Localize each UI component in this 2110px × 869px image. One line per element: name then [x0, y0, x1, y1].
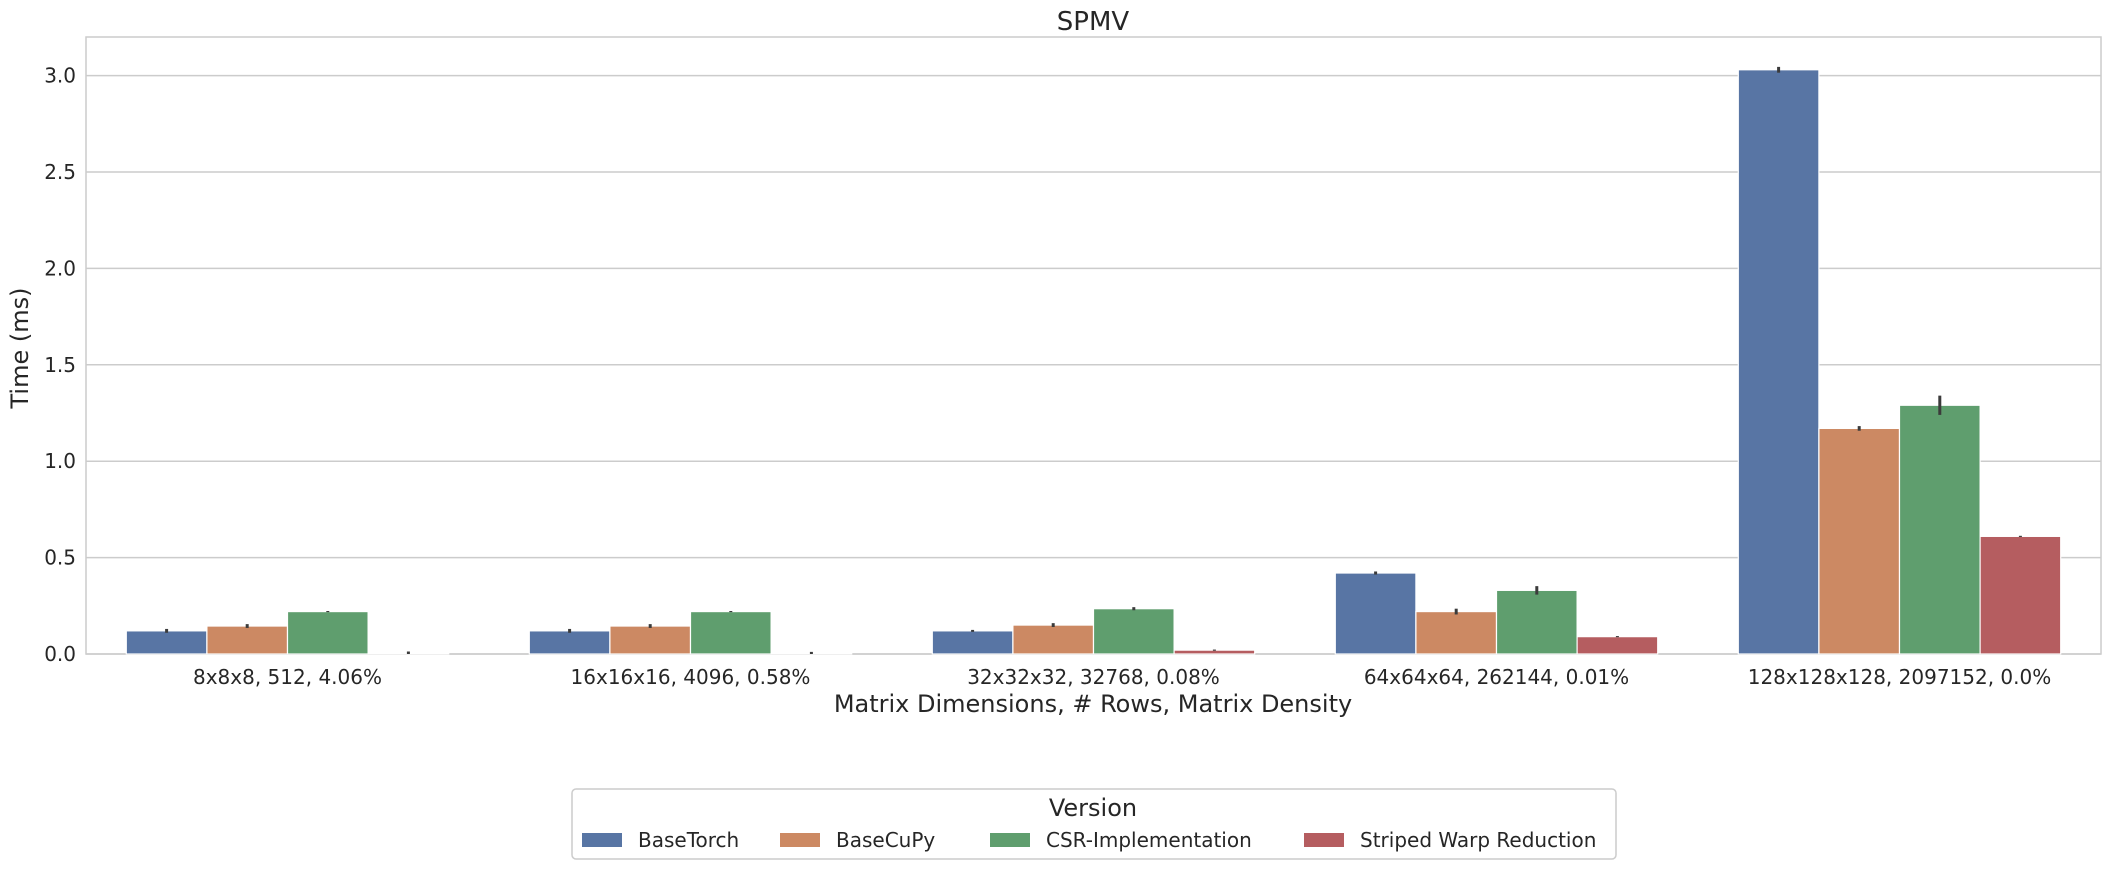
- bar-basecupy: [206, 625, 289, 655]
- legend-swatch: [1304, 833, 1344, 847]
- legend-label: BaseTorch: [638, 828, 739, 852]
- y-tick-label: 3.0: [44, 64, 76, 88]
- x-tick-label: 128x128x128, 2097152, 0.0%: [1748, 665, 2052, 689]
- legend-title: Version: [1049, 794, 1137, 822]
- legend-label: Striped Warp Reduction: [1360, 828, 1596, 852]
- bar-basecupy: [1818, 427, 1901, 655]
- x-tick-label: 8x8x8, 512, 4.06%: [193, 665, 382, 689]
- bar-basetorch: [931, 630, 1014, 655]
- y-tick-labels: 0.0 0.5 1.0 1.5 2.0 2.5 3.0: [44, 64, 76, 666]
- legend-swatch: [780, 833, 820, 847]
- bar-csr-implementation: [286, 610, 369, 655]
- y-tick-label: 2.5: [44, 160, 76, 184]
- x-axis-label: Matrix Dimensions, # Rows, Matrix Densit…: [834, 690, 1352, 718]
- bar-csr-implementation: [689, 610, 772, 655]
- y-tick-label: 0.0: [44, 642, 76, 666]
- bar-csr-implementation: [1092, 608, 1175, 655]
- y-tick-label: 1.5: [44, 353, 76, 377]
- bar-basecupy: [1415, 610, 1498, 655]
- legend-swatch: [990, 833, 1030, 847]
- chart-title: SPMV: [1057, 7, 1130, 37]
- legend: Version BaseTorch BaseCuPy CSR-Implementat…: [571, 788, 1617, 860]
- legend-label: CSR-Implementation: [1046, 828, 1252, 852]
- legend-frame: [571, 788, 1617, 860]
- y-axis-label: Time (ms): [6, 288, 34, 410]
- bar-basetorch: [125, 630, 208, 655]
- bar-basecupy: [1012, 624, 1095, 655]
- bar-striped-warp-reduction: [1576, 636, 1659, 655]
- legend-items: BaseTorch BaseCuPy CSR-Implementation Strip…: [582, 828, 1596, 852]
- bar-basetorch: [528, 630, 611, 655]
- x-tick-labels: 8x8x8, 512, 4.06% 16x16x16, 4096, 0.58% 32…: [193, 665, 2051, 689]
- x-tick-label: 16x16x16, 4096, 0.58%: [571, 665, 811, 689]
- bars: [125, 66, 2062, 655]
- legend-swatch: [582, 833, 622, 847]
- bar-striped-warp-reduction: [1979, 535, 2062, 655]
- bar-basetorch: [1334, 572, 1417, 655]
- x-tick-label: 32x32x32, 32768, 0.08%: [967, 665, 1220, 689]
- bar-basetorch: [1737, 69, 1820, 655]
- legend-label: BaseCuPy: [836, 828, 935, 852]
- grid-lines: [86, 74, 2101, 655]
- bar-csr-implementation: [1898, 404, 1981, 655]
- y-tick-label: 1.0: [44, 449, 76, 473]
- x-tick-label: 64x64x64, 262144, 0.01%: [1364, 665, 1629, 689]
- y-tick-label: 2.0: [44, 256, 76, 280]
- y-tick-label: 0.5: [44, 546, 76, 570]
- bar-csr-implementation: [1495, 589, 1578, 655]
- bar-basecupy: [609, 625, 692, 655]
